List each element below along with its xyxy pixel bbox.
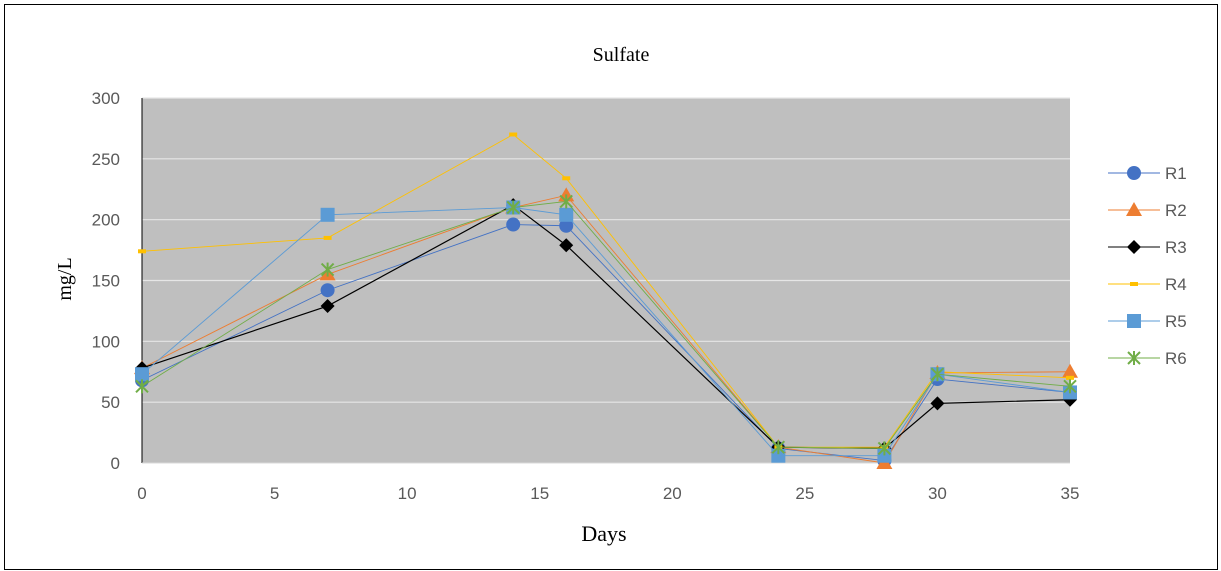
- x-tick-label-5: 5: [270, 484, 279, 503]
- data-point-r6-24: [771, 440, 786, 455]
- y-tick-label-100: 100: [92, 332, 120, 351]
- legend-marker-r6: [1127, 351, 1141, 365]
- x-tick-label-25: 25: [795, 484, 814, 503]
- data-point-r6-35: [1063, 379, 1077, 394]
- legend-item-r6: R6: [1108, 349, 1187, 368]
- data-point-r6-0: [135, 379, 149, 394]
- legend-marker-r5: [1127, 314, 1141, 328]
- y-tick-label-50: 50: [101, 393, 120, 412]
- x-tick-label-30: 30: [928, 484, 947, 503]
- data-point-r5-24: [771, 448, 786, 463]
- x-tick-label-35: 35: [1061, 484, 1080, 503]
- y-tick-label-300: 300: [92, 89, 120, 108]
- data-point-r1-16: [559, 218, 574, 233]
- data-point-r6-28: [877, 441, 892, 456]
- data-point-r4-0: [138, 249, 146, 254]
- series-line-r3: [141, 204, 1071, 450]
- data-point-r5-0: [135, 367, 149, 382]
- legend-marker-r4: [1130, 282, 1138, 286]
- x-tick-label-0: 0: [137, 484, 146, 503]
- data-point-r1-14: [506, 217, 521, 232]
- legend-label-r1: R1: [1165, 164, 1187, 183]
- legend-label-r6: R6: [1165, 349, 1187, 368]
- y-tick-label-0: 0: [111, 454, 120, 473]
- y-tick-label-150: 150: [92, 272, 120, 291]
- data-point-r1-7: [320, 283, 335, 298]
- series-r6: [135, 194, 1077, 456]
- data-point-r3-7: [320, 299, 335, 314]
- x-tick-label-20: 20: [663, 484, 682, 503]
- data-point-r6-14: [506, 200, 520, 215]
- data-point-r2-35: [1062, 363, 1078, 378]
- legend-item-r4: R4: [1108, 275, 1187, 294]
- data-point-r3-30: [930, 396, 945, 411]
- x-tick-label-15: 15: [530, 484, 549, 503]
- legend-label-r4: R4: [1165, 275, 1187, 294]
- x-axis-label: Days: [581, 521, 626, 546]
- x-tick-label-10: 10: [398, 484, 417, 503]
- series-line-r5: [141, 207, 1071, 457]
- data-point-r4-35: [1066, 375, 1074, 380]
- legend: R1 R2 R3 R4 R5 R6: [1108, 164, 1187, 368]
- data-point-r5-7: [320, 207, 335, 222]
- data-point-r4-14: [509, 132, 518, 137]
- chart-title: Sulfate: [593, 44, 650, 66]
- legend-label-r2: R2: [1165, 201, 1187, 220]
- data-point-r4-7: [323, 235, 332, 240]
- series-line-r1: [141, 224, 1071, 462]
- data-point-r6-16: [559, 194, 573, 209]
- legend-label-r5: R5: [1165, 312, 1187, 331]
- legend-label-r3: R3: [1165, 238, 1187, 257]
- y-tick-label-200: 200: [92, 211, 120, 230]
- y-tick-label-250: 250: [92, 150, 120, 169]
- data-point-r5-16: [559, 207, 574, 222]
- series-line-r6: [141, 200, 1071, 449]
- legend-marker-r1: [1127, 166, 1141, 180]
- data-point-r6-7: [320, 262, 335, 277]
- data-point-r6-30: [930, 367, 945, 382]
- y-axis-label: mg/L: [54, 257, 76, 300]
- series-line-r4: [141, 133, 1071, 448]
- legend-item-r3: R3: [1108, 238, 1187, 257]
- data-point-r3-16: [559, 238, 574, 253]
- legend-marker-r2: [1126, 202, 1142, 216]
- legend-item-r5: R5: [1108, 312, 1187, 331]
- data-point-r4-16: [562, 176, 571, 181]
- legend-marker-r3: [1127, 240, 1141, 254]
- legend-item-r2: R2: [1108, 201, 1187, 220]
- legend-item-r1: R1: [1108, 164, 1187, 183]
